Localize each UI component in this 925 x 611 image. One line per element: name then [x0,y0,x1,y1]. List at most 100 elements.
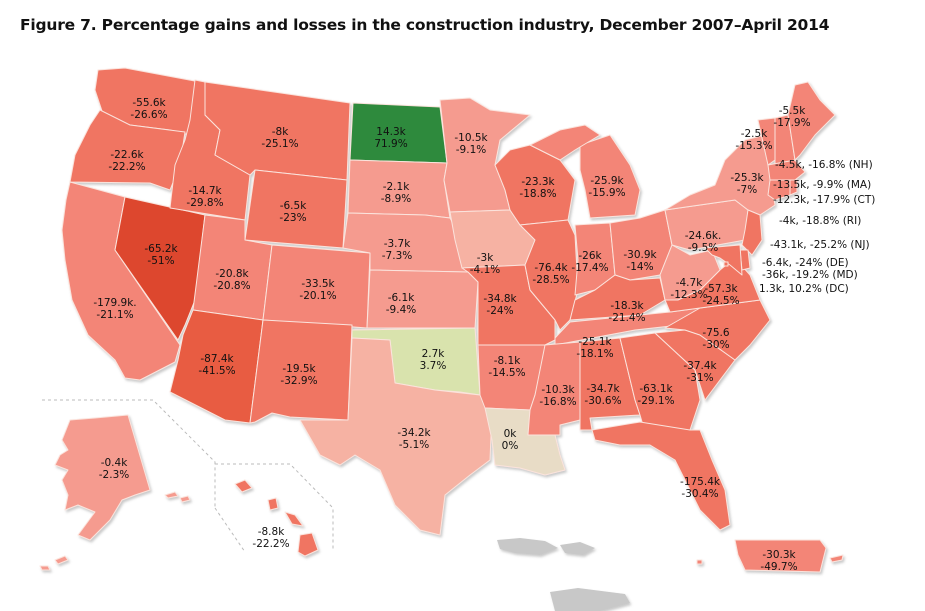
state-percent-value: -4.1% [470,264,500,276]
state-change-value: -2.5k [741,128,768,140]
state-dc[interactable] [723,261,729,267]
state-change-value: -179.9k. [93,297,136,309]
state-change-value: -55.6k [132,97,166,109]
state-or[interactable] [69,109,186,191]
state-label-ak: -0.4k -2.3% [99,457,129,481]
state-change-value: -6.1k [388,292,415,304]
state-change-value: -24.6k. [685,230,722,242]
side-label-ct: -12.3k, -17.9% (CT) [773,194,875,206]
state-label-ky: -18.3k -21.4% [608,300,645,324]
state-percent-value: -21.1% [96,309,133,321]
state-percent-value: -18.8% [519,188,556,200]
state-label-la: 0k 0% [502,428,519,452]
state-percent-value: -31% [686,372,713,384]
state-nm[interactable] [249,319,353,424]
side-label-nh: -4.5k, -16.8% (NH) [775,159,873,171]
state-percent-value: -9.4% [386,304,416,316]
state-hi[interactable] [234,479,319,557]
state-change-value: -2.1k [383,181,410,193]
state-label-ga: -63.1k -29.1% [637,383,674,407]
state-change-value: -87.4k [200,353,234,365]
state-tx[interactable] [299,337,493,536]
state-ks[interactable] [366,269,479,329]
state-percent-value: -25.1% [261,138,298,150]
state-ri[interactable] [789,179,798,196]
state-wi[interactable] [494,144,576,226]
state-ak[interactable] [54,414,151,541]
state-percent-value: -29.8% [186,197,223,209]
state-percent-value: -17.9% [773,117,810,129]
state-change-value: -19.5k [282,363,316,375]
state-pr[interactable] [734,539,827,573]
state-label-wy: -6.5k -23% [279,200,307,224]
state-change-value: -5.5k [779,105,806,117]
state-label-nd: 14.3k 71.9% [374,126,407,150]
state-percent-value: -30.4% [681,488,718,500]
state-label-ms: -10.3k -16.8% [539,384,576,408]
virgin-islands-shape [497,538,630,611]
state-percent-value: -20.8% [213,280,250,292]
state-change-value: -8.8k [258,526,285,538]
state-mi-upper[interactable] [529,124,601,161]
state-percent-value: -17.4% [571,262,608,274]
state-change-value: -14.7k [188,185,222,197]
state-percent-value: -30.6% [584,395,621,407]
state-label-al: -34.7k -30.6% [584,383,621,407]
state-percent-value: -22.2% [108,161,145,173]
state-change-value: -76.4k [534,262,568,274]
state-percent-value: -29.1% [637,395,674,407]
state-ky[interactable] [569,274,666,321]
state-change-value: -33.5k [301,278,335,290]
state-label-mn: -10.5k -9.1% [454,132,488,156]
state-ma[interactable] [767,159,806,181]
state-percent-value: -26.6% [130,109,167,121]
state-percent-value: -32.9% [280,375,317,387]
state-label-nc: -75.6 -30% [702,327,729,351]
state-percent-value: 71.9% [374,138,407,150]
state-percent-value: -24.5% [702,295,739,307]
figure-title: Figure 7. Percentage gains and losses in… [20,16,830,34]
state-label-id: -14.7k -29.8% [186,185,223,209]
state-change-value: -8k [272,126,289,138]
state-label-or: -22.6k -22.2% [108,149,145,173]
state-change-value: -6.5k [280,200,307,212]
side-label-nj: -43.1k, -25.2% (NJ) [770,239,870,251]
state-change-value: -18.3k [610,300,644,312]
state-percent-value: -2.3% [99,469,129,481]
state-mi[interactable] [579,134,641,219]
state-change-value: -57.3k [704,283,738,295]
state-il[interactable] [519,219,579,331]
inset-border-alaska [42,399,216,508]
state-label-mo: -34.8k -24% [483,293,517,317]
state-ak-islands [39,491,191,571]
state-label-pa: -24.6k. -9.5% [685,230,722,254]
side-label-ma: -13.5k, -9.9% (MA) [773,179,871,191]
state-label-az: -87.4k -41.5% [198,353,235,377]
state-ct[interactable] [767,179,791,201]
state-percent-value: -9.5% [688,242,718,254]
state-percent-value: -14% [626,261,653,273]
state-change-value: -25.9k [590,175,624,187]
state-nj[interactable] [741,209,763,256]
state-change-value: -25.1k [578,336,612,348]
state-mt[interactable] [204,81,351,181]
state-label-ut: -20.8k -20.8% [213,268,250,292]
state-percent-value: 0% [502,440,519,452]
state-wv[interactable] [659,244,721,301]
state-fl[interactable] [591,421,731,531]
state-md[interactable] [704,244,743,276]
state-change-value: -26k [578,250,602,262]
state-change-value: -30.3k [762,549,796,561]
state-label-sd: -2.1k -8.9% [381,181,411,205]
state-percent-value: -28.5% [532,274,569,286]
state-change-value: -23.3k [521,176,555,188]
inset-border-hawaii [214,463,334,553]
state-label-mt: -8k -25.1% [261,126,298,150]
state-change-value: 2.7k [422,348,446,360]
state-label-vt: -2.5k -15.3% [735,128,772,152]
state-me[interactable] [787,81,836,161]
state-percent-value: -49.7% [760,561,797,573]
state-percent-value: -7% [737,184,757,196]
state-label-me: -5.5k -17.9% [773,105,810,129]
